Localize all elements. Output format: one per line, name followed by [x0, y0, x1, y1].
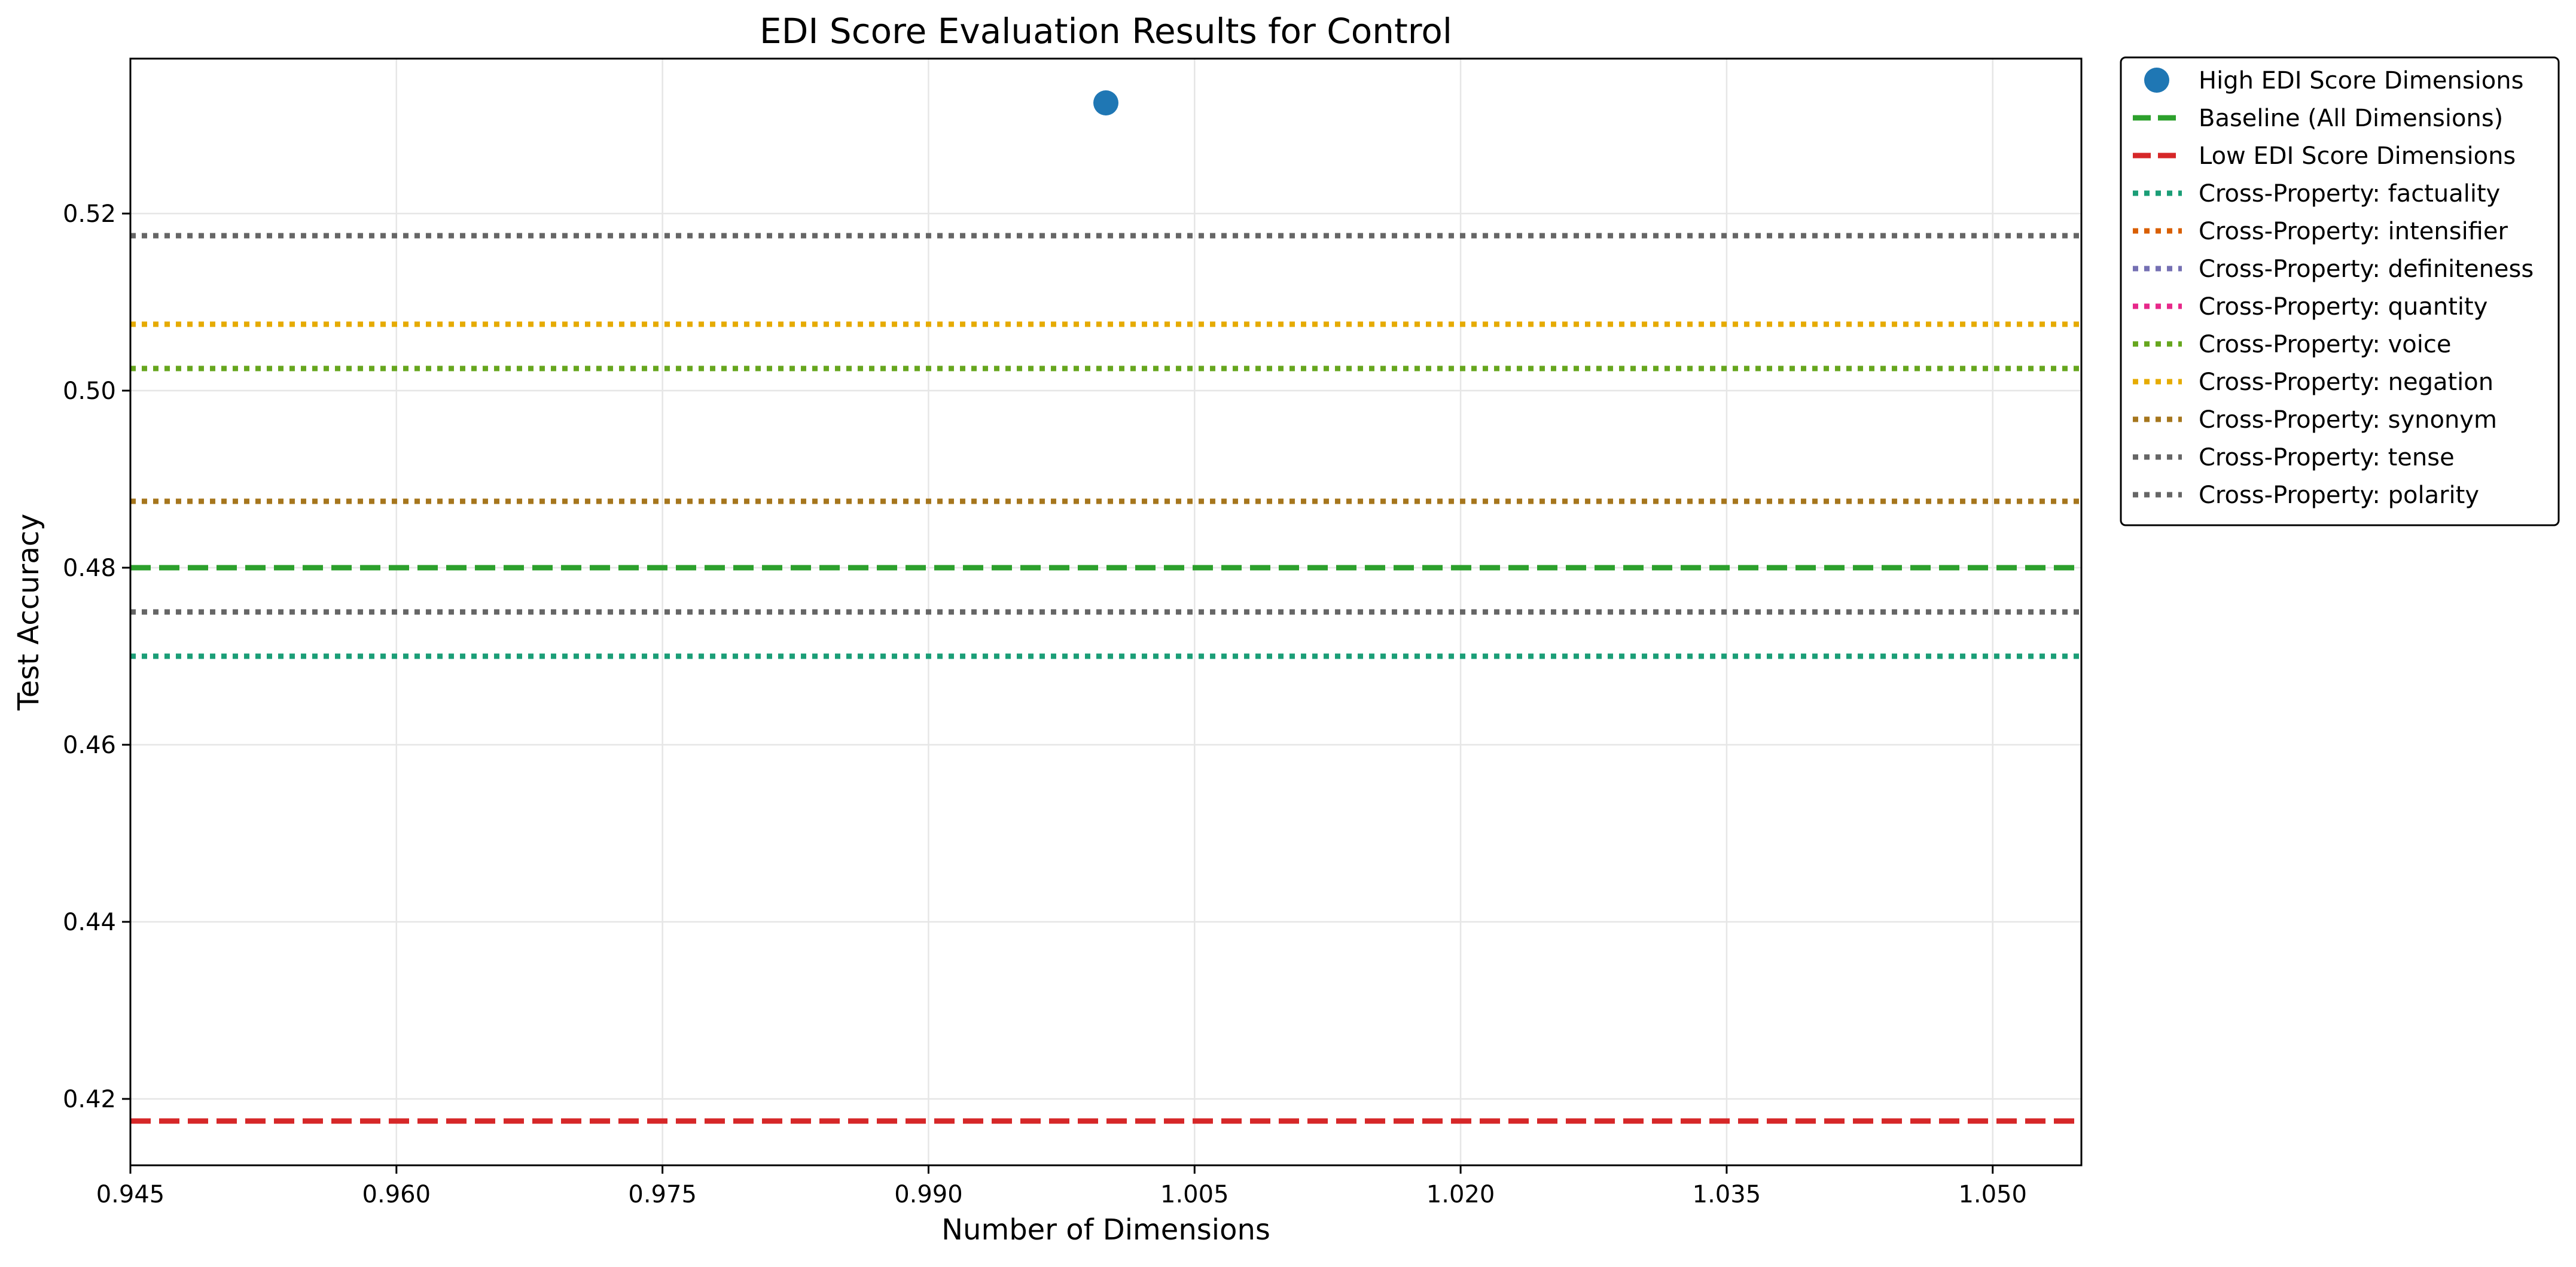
legend-label: Cross-Property: polarity	[2199, 482, 2479, 509]
x-tick-label: 1.035	[1693, 1181, 1761, 1208]
legend-frame	[2120, 56, 2560, 526]
legend-label: Low EDI Score Dimensions	[2199, 142, 2516, 170]
x-tick-label: 0.960	[362, 1181, 431, 1208]
legend-label: Cross-Property: synonym	[2199, 406, 2497, 434]
legend-items: High EDI Score Dimensions Baseline (All D…	[2133, 67, 2534, 509]
x-tick-label: 0.975	[628, 1181, 697, 1208]
legend-label: Cross-Property: quantity	[2199, 293, 2487, 321]
x-tick-label: 1.050	[1958, 1181, 2027, 1208]
x-axis-label: Number of Dimensions	[941, 1213, 1270, 1247]
plot-frame	[129, 57, 2083, 1167]
legend: High EDI Score Dimensions Baseline (All D…	[2120, 56, 2560, 526]
x-tick-label: 0.945	[96, 1181, 165, 1208]
legend-label: Cross-Property: negation	[2199, 368, 2493, 396]
legend-label: Baseline (All Dimensions)	[2199, 105, 2503, 132]
x-tick-label: 0.990	[894, 1181, 963, 1208]
legend-label: Cross-Property: intensifier	[2199, 218, 2508, 245]
chart-title: EDI Score Evaluation Results for Control	[760, 11, 1452, 51]
y-tick-label: 0.46	[63, 732, 116, 759]
y-tick-label: 0.42	[63, 1086, 116, 1113]
y-axis-label: Test Accuracy	[12, 514, 45, 711]
legend-label: Cross-Property: voice	[2199, 331, 2451, 358]
grid-layer	[129, 59, 2081, 1165]
legend-marker	[2144, 68, 2169, 93]
y-tick-label: 0.48	[63, 555, 116, 582]
axis-layer: 0.945 0.960 0.975 0.990 1.005 1.020 1.035 1.050…	[63, 200, 2027, 1208]
data-point-0	[1093, 90, 1118, 115]
y-tick-label: 0.52	[63, 200, 116, 228]
x-tick-label: 1.005	[1160, 1181, 1229, 1208]
x-tick-label: 1.020	[1426, 1181, 1495, 1208]
y-tick-label: 0.50	[63, 377, 116, 405]
y-tick-label: 0.44	[63, 909, 116, 936]
legend-label: Cross-Property: factuality	[2199, 180, 2500, 208]
legend-label: Cross-Property: tense	[2199, 444, 2455, 471]
legend-label: High EDI Score Dimensions	[2199, 67, 2523, 95]
legend-label: Cross-Property: definiteness	[2199, 255, 2534, 283]
series-layer	[130, 90, 2081, 1124]
